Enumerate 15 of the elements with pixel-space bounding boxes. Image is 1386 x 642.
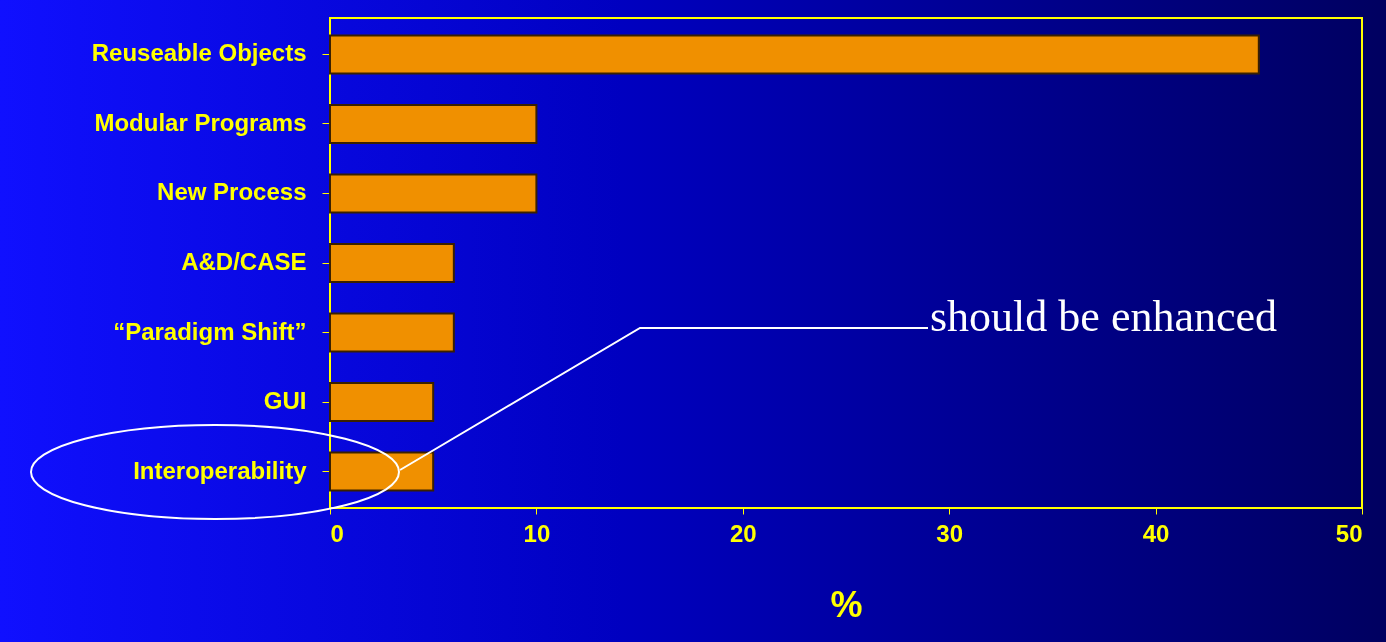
x-axis-title: %: [830, 583, 863, 625]
annotation: should be enhanced: [930, 292, 1277, 341]
x-tick-label: 50: [1335, 519, 1363, 547]
x-tick-label: 0: [330, 519, 344, 547]
y-tick-label: GUI: [263, 387, 307, 415]
x-tick-label: 40: [1142, 519, 1170, 547]
x-tick-label: 10: [523, 519, 551, 547]
y-tick-label: “Paradigm Shift”: [113, 317, 307, 345]
x-tick-label: 20: [729, 519, 757, 547]
y-tick-label: Reuseable Objects: [91, 39, 307, 67]
y-tick-label: A&D/CASE: [181, 248, 307, 275]
x-tick-label: 30: [936, 519, 964, 547]
y-tick-label: Interoperability: [133, 456, 308, 484]
y-tick-label: New Process: [157, 178, 307, 206]
y-tick-label: Modular Programs: [94, 108, 307, 136]
